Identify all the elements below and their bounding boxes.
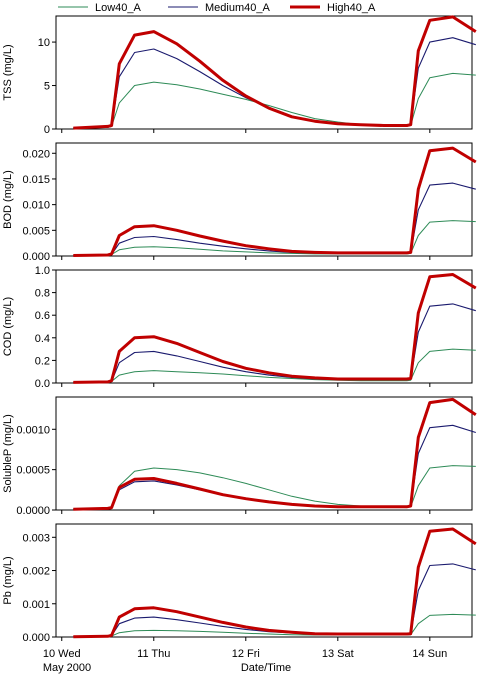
series-line-low40-a	[73, 465, 476, 510]
panel-1: 0 5 10 TSS (mg/L)	[2, 15, 477, 136]
legend-label-high40-a: High40_A	[327, 2, 376, 14]
legend: Low40_A Medium40_A High40_A	[58, 2, 376, 14]
y-tick-label: 0	[44, 124, 50, 136]
legend-label-medium40-a: Medium40_A	[205, 2, 270, 14]
y-tick-label: 0.000	[22, 632, 50, 644]
y-tick-label: 0.2	[35, 355, 50, 367]
series-line-high40-a	[73, 527, 477, 639]
series-line-low40-a	[73, 72, 476, 129]
y-tick-label: 10	[38, 37, 50, 49]
x-tick-label: 10 Wed	[43, 648, 81, 660]
y-tick-label: 0.8	[35, 288, 50, 300]
panels: 0 5 10 TSS (mg/L) 0.000 0.005 0.010 0.015 0.020 B…	[2, 15, 477, 644]
legend-label-low40-a: Low40_A	[95, 2, 142, 14]
y-tick-label: 0.4	[35, 333, 50, 345]
plot-frame	[55, 142, 473, 257]
y-tick-label: 0.010	[22, 200, 50, 212]
series-line-high40-a	[73, 397, 477, 511]
series-line-high40-a	[73, 15, 477, 130]
x-axis: May 2000 Date/Time 10 Wed 11 Thu 12 Fri 13 …	[43, 648, 447, 674]
y-tick-label: 0.0000	[16, 505, 50, 517]
y-tick-label: 0.6	[35, 310, 50, 322]
y-tick-label: 0.015	[22, 174, 50, 186]
x-tick-label: 12 Fri	[232, 648, 260, 660]
y-tick-label: 1.0	[35, 265, 50, 277]
series-line-low40-a	[73, 613, 476, 638]
y-tick-label: 5	[44, 81, 50, 93]
panel-3: 0.0 0.2 0.4 0.6 0.8 1.0 COD (mg/L)	[2, 265, 477, 390]
y-tick-label: 0.001	[22, 599, 50, 611]
y-axis-label: BOD (mg/L)	[2, 170, 14, 229]
y-axis-label: SolubleP (mg/L)	[2, 414, 14, 493]
panel-5: 0.000 0.001 0.002 0.003 Pb (mg/L)	[2, 523, 477, 644]
y-tick-label: 0.003	[22, 532, 50, 544]
series-line-low40-a	[73, 348, 476, 383]
y-axis-label: TSS (mg/L)	[2, 44, 14, 100]
plot-frame	[55, 523, 473, 638]
y-tick-label: 0.020	[22, 148, 50, 160]
series-line-high40-a	[73, 273, 477, 384]
x-tick-label: 14 Sun	[412, 648, 447, 660]
y-tick-label: 0.0	[35, 378, 50, 390]
plot-frame	[55, 396, 473, 511]
series-line-low40-a	[73, 220, 476, 256]
y-tick-label: 0.002	[22, 566, 50, 578]
x-axis-sublabel: May 2000	[43, 662, 91, 674]
x-tick-label: 11 Thu	[137, 648, 170, 660]
y-axis-label: Pb (mg/L)	[2, 556, 14, 604]
x-axis-label: Date/Time	[241, 662, 291, 674]
plot-frame	[55, 269, 473, 384]
x-tick-label: 13 Sat	[322, 648, 354, 660]
y-tick-label: 0.0010	[16, 424, 50, 436]
series-line-high40-a	[73, 146, 477, 257]
y-axis-label: COD (mg/L)	[2, 297, 14, 356]
y-tick-label: 0.005	[22, 225, 50, 237]
y-tick-label: 0.0005	[16, 465, 50, 477]
y-tick-label: 0.000	[22, 251, 50, 263]
panel-2: 0.000 0.005 0.010 0.015 0.020 BOD (mg/L)	[2, 142, 477, 263]
plot-frame	[55, 15, 473, 130]
